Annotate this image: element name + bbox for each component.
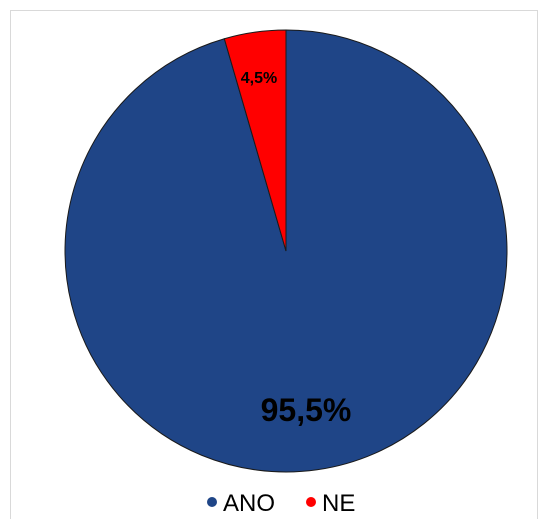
pie-slice-ano — [64, 29, 508, 473]
legend-label-ano: ANO — [223, 490, 275, 517]
legend-marker-ne — [306, 497, 316, 507]
legend-label-ne: NE — [322, 490, 355, 517]
legend: ANO NE — [207, 490, 355, 517]
legend-marker-ano — [207, 497, 217, 507]
pie-slices — [64, 29, 508, 473]
data-label-ano: 95,5% — [261, 392, 352, 428]
pie-data-labels: 95,5% 4,5% — [241, 70, 352, 428]
pie-slice-ne — [223, 29, 287, 252]
data-label-ne: 4,5% — [241, 70, 277, 87]
